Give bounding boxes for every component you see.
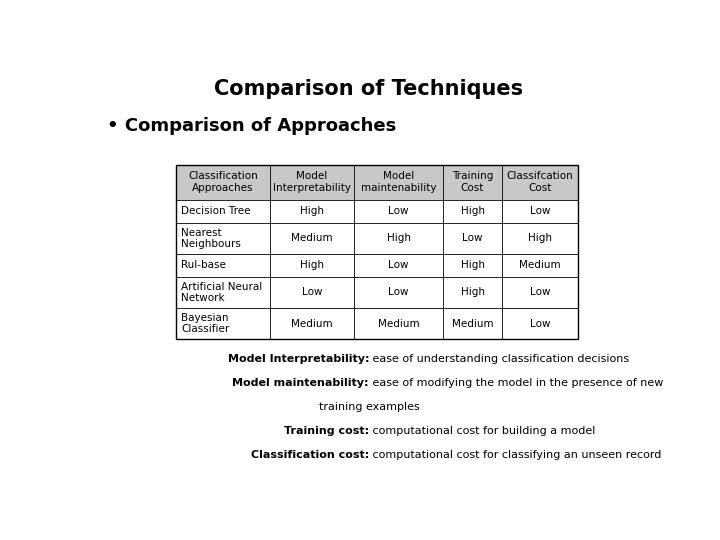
Text: High: High <box>461 287 485 298</box>
Text: Low: Low <box>388 260 409 271</box>
Text: High: High <box>300 206 324 217</box>
Text: Training cost:: Training cost: <box>284 426 369 436</box>
Text: Low: Low <box>530 206 550 217</box>
Text: Classification
Approaches: Classification Approaches <box>188 172 258 193</box>
Text: computational cost for building a model: computational cost for building a model <box>369 426 595 436</box>
Text: High: High <box>387 233 410 244</box>
Text: Classification cost:: Classification cost: <box>251 450 369 460</box>
Text: High: High <box>461 260 485 271</box>
Text: High: High <box>461 206 485 217</box>
Text: Medium: Medium <box>378 319 419 329</box>
Text: • Comparison of Approaches: • Comparison of Approaches <box>107 117 396 135</box>
Text: training examples: training examples <box>319 402 419 412</box>
Text: Model
Interpretability: Model Interpretability <box>273 172 351 193</box>
Text: Low: Low <box>388 287 409 298</box>
Text: computational cost for classifying an unseen record: computational cost for classifying an un… <box>369 450 662 460</box>
Text: Artificial Neural
Network: Artificial Neural Network <box>181 282 262 303</box>
Text: Low: Low <box>530 319 550 329</box>
Text: Low: Low <box>462 233 483 244</box>
Bar <box>176 165 578 200</box>
Text: Medium: Medium <box>519 260 561 271</box>
Text: Low: Low <box>530 287 550 298</box>
Text: Decision Tree: Decision Tree <box>181 206 251 217</box>
Text: Bayesian
Classifier: Bayesian Classifier <box>181 313 229 334</box>
Text: Medium: Medium <box>291 319 333 329</box>
Text: Medium: Medium <box>291 233 333 244</box>
Text: Model Interpretability:: Model Interpretability: <box>228 354 369 364</box>
Text: Training
Cost: Training Cost <box>452 172 493 193</box>
Text: Comparison of Techniques: Comparison of Techniques <box>215 79 523 99</box>
Text: ease of understanding classification decisions: ease of understanding classification dec… <box>369 354 629 364</box>
Text: Medium: Medium <box>451 319 493 329</box>
Text: Nearest
Neighbours: Nearest Neighbours <box>181 227 240 249</box>
Text: Classifcation
Cost: Classifcation Cost <box>507 172 574 193</box>
Text: Rul-base: Rul-base <box>181 260 226 271</box>
Text: Low: Low <box>388 206 409 217</box>
Text: High: High <box>300 260 324 271</box>
Text: Model
maintenability: Model maintenability <box>361 172 436 193</box>
Text: Model maintenability:: Model maintenability: <box>233 378 369 388</box>
Text: ease of modifying the model in the presence of new: ease of modifying the model in the prese… <box>369 378 663 388</box>
Text: High: High <box>528 233 552 244</box>
Text: Low: Low <box>302 287 322 298</box>
